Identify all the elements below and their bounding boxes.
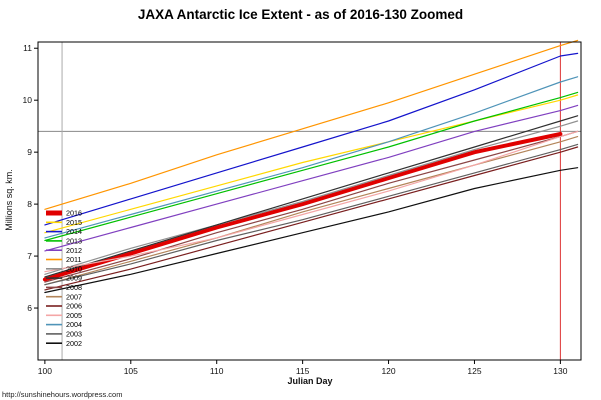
x-tick-label: 100 — [38, 366, 52, 376]
series-line-2007 — [44, 136, 579, 286]
x-tick-label: 105 — [124, 366, 138, 376]
footer-link: http://sunshinehours.wordpress.com — [2, 390, 123, 399]
legend-label-2003: 2003 — [66, 330, 82, 339]
series-line-2016 — [42, 132, 563, 282]
y-tick-label: 7 — [27, 251, 32, 261]
chart-title: JAXA Antarctic Ice Extent - as of 2016-1… — [137, 7, 464, 22]
legend-label-2010: 2010 — [66, 264, 82, 273]
y-tick-label: 8 — [27, 199, 32, 209]
legend-label-2014: 2014 — [66, 227, 82, 236]
series-line-2002 — [44, 167, 579, 294]
legend-label-2007: 2007 — [66, 292, 82, 301]
legend-label-2009: 2009 — [66, 274, 82, 283]
series-line-2003 — [44, 143, 579, 286]
plot-border — [37, 41, 582, 361]
series-line-2011 — [44, 39, 579, 210]
y-tick-label: 6 — [27, 303, 32, 313]
x-tick-label: 110 — [210, 366, 224, 376]
legend-label-2012: 2012 — [66, 246, 82, 255]
legend: 2016201520142013201220112010200920082007… — [46, 209, 82, 348]
legend-label-2016: 2016 — [66, 209, 82, 218]
series-line-2004 — [44, 76, 579, 239]
legend-label-2015: 2015 — [66, 218, 82, 227]
y-tick-label: 9 — [27, 147, 32, 157]
x-tick-label: 120 — [381, 366, 395, 376]
series-line-2005 — [44, 130, 579, 273]
x-axis: 100 105 110 115 120 125 130 — [38, 360, 568, 376]
series-line-2010 — [44, 120, 579, 275]
legend-label-2008: 2008 — [66, 283, 82, 292]
x-tick-label: 130 — [553, 366, 567, 376]
x-tick-label: 115 — [296, 366, 310, 376]
legend-label-2013: 2013 — [66, 237, 82, 246]
series-lines — [42, 39, 579, 294]
plot-box — [37, 41, 582, 361]
series-line-2015 — [44, 94, 579, 234]
x-tick-label: 125 — [467, 366, 481, 376]
legend-label-2002: 2002 — [66, 339, 82, 348]
legend-label-2005: 2005 — [66, 311, 82, 320]
reference-lines — [38, 42, 581, 360]
series-line-2012 — [44, 104, 579, 252]
series-line-2008 — [44, 130, 579, 283]
y-axis-title: Millions sq. km. — [4, 169, 14, 231]
series-line-2006 — [44, 146, 579, 291]
x-axis-title: Julian Day — [287, 376, 332, 386]
series-line-2009 — [44, 115, 579, 278]
series-line-2014 — [44, 52, 579, 226]
series-line-2013 — [44, 91, 579, 242]
y-axis: 6 7 8 9 10 11 — [23, 43, 38, 313]
legend-label-2006: 2006 — [66, 302, 82, 311]
legend-label-2004: 2004 — [66, 320, 82, 329]
y-tick-label: 10 — [23, 95, 33, 105]
legend-label-2011: 2011 — [66, 255, 81, 264]
y-tick-label: 11 — [23, 43, 32, 53]
